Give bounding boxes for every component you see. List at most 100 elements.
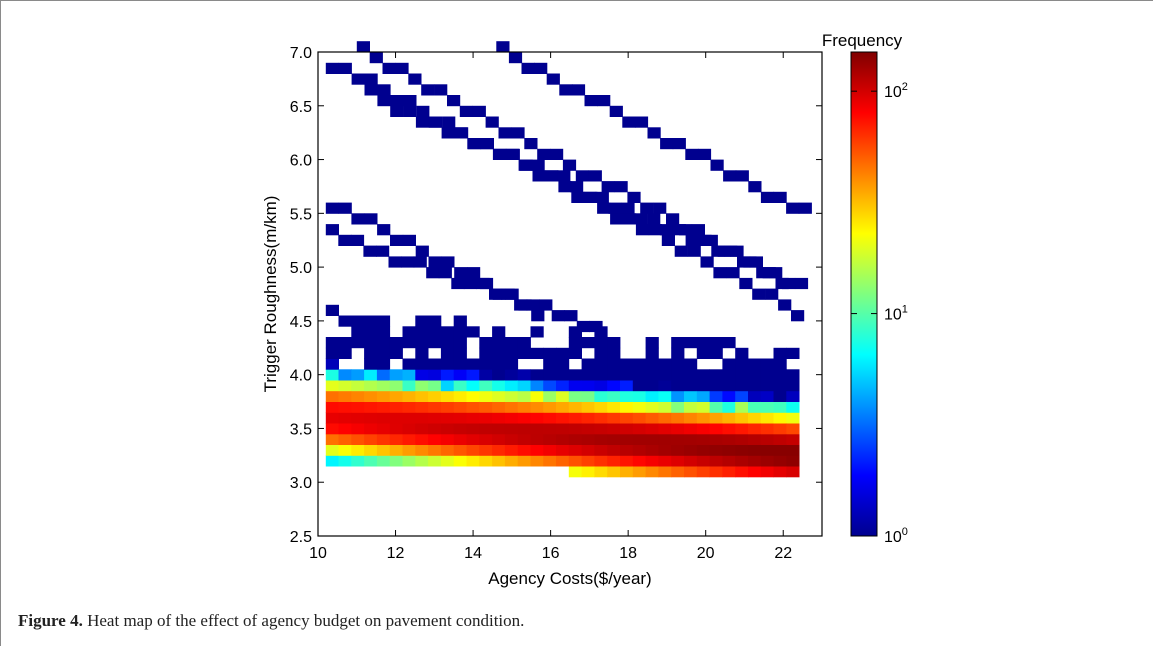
heatmap-cell [594,401,608,413]
heatmap-cell [492,444,506,456]
heatmap-cell [530,347,544,359]
heatmap-cell [415,412,429,424]
heatmap-cell [645,358,659,370]
heatmap-cell [492,369,506,381]
heatmap-cell [658,380,672,392]
heatmap-cell [568,347,582,359]
heatmap-cell [558,181,572,193]
heatmap-cell [556,390,570,402]
heatmap-cell [376,390,391,402]
heatmap-cell [402,390,416,402]
heatmap-cell [402,444,416,456]
heatmap-cell [467,138,481,150]
heatmap-cell [627,191,641,203]
heatmap-cell [364,326,378,338]
heatmap-cell [492,423,506,435]
heatmap-cell [709,390,723,402]
heatmap-cell [711,245,725,257]
heatmap-cell [700,256,714,268]
heatmap-cell [453,369,467,381]
heatmap-cell [479,444,493,456]
heatmap-cell [416,105,430,117]
heatmap-cell [415,455,429,467]
heatmap-cell [722,358,736,370]
heatmap-cell [568,326,582,338]
heatmap-cell [601,181,615,193]
heatmap-cell [607,401,621,413]
heatmap-cell [786,401,800,413]
x-axis-ticks: 10 12 14 16 18 20 22 [309,52,792,562]
heatmap-cell [607,412,621,424]
heatmap-cell [620,455,634,467]
heatmap-cell [760,444,774,456]
y-tick-label: 4.0 [290,368,312,385]
heatmap-cell [463,277,477,290]
heatmap-cell [325,390,339,402]
heatmap-cell [581,401,595,413]
heatmap-cell [658,433,672,445]
heatmap-cell [479,390,493,402]
x-tick-label: 18 [619,545,637,562]
heatmap-cell [571,84,586,96]
heatmap-cell [645,380,659,392]
heatmap-cell [402,455,416,467]
heatmap-cell [684,423,698,435]
heatmap-cell [504,444,519,456]
heatmap-cell [696,423,710,435]
heatmap-cell [376,423,391,435]
heatmap-cell [645,369,659,381]
heatmap-cell [376,433,391,445]
heatmap-cell [501,288,515,300]
heatmap-cell [568,401,582,413]
heatmap-cell [521,62,535,74]
heatmap-figure: 10 12 14 16 18 20 22 2.5 3.0 3.5 4.0 4.5 5.0 5.5 6.0 6… [261,31,908,588]
heatmap-cell [634,116,649,128]
heatmap-cell [653,202,667,214]
heatmap-cell [363,245,377,257]
heatmap-cell [467,267,481,279]
heatmap-cell [557,170,571,182]
heatmap-cell [773,412,787,424]
heatmap-cell [621,202,635,214]
heatmap-cell [504,455,519,467]
heatmap-cell [786,380,800,392]
heatmap-cell [696,369,710,381]
heatmap-cell [658,401,672,413]
heatmap-cell [454,267,468,279]
heatmap-cell [645,423,659,435]
y-tick-label: 3.5 [290,421,312,438]
heatmap-cell [620,401,634,413]
heatmap-cell [415,423,429,435]
heatmap-cell [748,181,762,193]
heatmap-cell [428,433,442,445]
heatmap-cell [351,315,365,327]
heatmap-cell [610,213,624,225]
heatmap-cell [459,105,473,117]
heatmap-cell [581,390,595,402]
heatmap-cell [607,423,621,435]
heatmap-cell [684,380,698,392]
heatmap-cell [773,423,787,435]
heatmap-cell [735,390,749,402]
colorbar-label: Frequency [822,31,903,50]
heatmap-cell [402,337,416,349]
heatmap-cell [408,73,422,85]
heatmap-cell [696,433,710,445]
heatmap-cell [338,337,352,349]
heatmap-cell [479,380,493,392]
heatmap-cell [376,315,391,327]
heatmap-cell [748,390,762,402]
heatmap-cell [760,401,774,413]
heatmap-cell [364,358,378,370]
heatmap-cell [351,401,365,413]
heatmap-cell [389,412,403,424]
heatmap-cell [568,412,582,424]
heatmap-cell [645,337,659,349]
heatmap-cell [658,369,672,381]
heatmap-cell [568,423,582,435]
heatmap-cell [338,347,352,359]
heatmap-cell [620,358,634,370]
heatmap-cell [485,116,499,128]
page-border-left [0,0,1,646]
heatmap-cell [413,256,427,268]
